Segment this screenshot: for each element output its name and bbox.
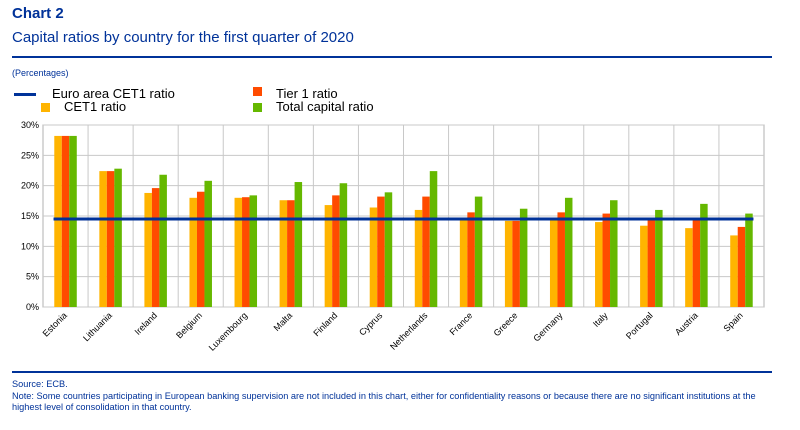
y-tick-label: 10% (21, 241, 39, 251)
bar (414, 209, 423, 307)
chart-label: Chart 2 (12, 5, 64, 22)
source-text: Source: ECB. (12, 379, 68, 389)
top-rule (12, 56, 772, 58)
bar (332, 195, 340, 307)
bar (99, 171, 107, 307)
bar (339, 183, 348, 307)
bar (655, 209, 663, 307)
bar (242, 197, 250, 307)
legend-label-total: Total capital ratio (276, 99, 374, 114)
bar (429, 171, 438, 307)
bar (512, 220, 520, 307)
bar (287, 200, 295, 307)
bar (204, 180, 212, 307)
x-tick-label: Belgium (174, 310, 204, 340)
bar (196, 191, 205, 307)
units-label: (Percentages) (12, 68, 69, 78)
bar (519, 208, 528, 307)
bar (54, 135, 62, 307)
bar (467, 212, 475, 307)
legend-label-cet1: CET1 ratio (64, 99, 127, 114)
legend-label-euro-area: Euro area CET1 ratio (52, 86, 175, 101)
x-tick-label: Austria (673, 310, 700, 337)
legend-label-tier1: Tier 1 ratio (276, 86, 338, 101)
legend-swatch-euro-area (14, 93, 36, 96)
bar (159, 174, 167, 307)
bar (730, 235, 738, 307)
bar (377, 196, 385, 307)
bar (459, 220, 468, 307)
bar (602, 213, 611, 307)
x-tick-label: Greece (492, 310, 520, 338)
x-tick-label: Finland (311, 310, 339, 338)
bar (745, 213, 753, 307)
x-tick-label: Spain (722, 310, 745, 333)
y-tick-label: 30% (21, 120, 39, 130)
bar (324, 205, 333, 307)
y-tick-label: 20% (21, 181, 39, 191)
bar (234, 197, 243, 307)
x-tick-label: France (448, 310, 475, 337)
bar (69, 135, 77, 307)
legend-swatch-tier1 (253, 87, 262, 96)
bottom-rule (12, 371, 772, 373)
bar (151, 188, 160, 307)
x-tick-label: Germany (531, 310, 565, 344)
bar (700, 203, 708, 307)
x-tick-label: Malta (272, 310, 295, 333)
bar (144, 192, 152, 307)
bar (504, 220, 513, 307)
bar (737, 226, 746, 307)
bar (647, 219, 656, 307)
x-tick-label: Cyprus (357, 310, 385, 338)
bar (640, 225, 648, 307)
bar (249, 195, 258, 307)
bar (106, 171, 115, 307)
y-tick-label: 5% (26, 272, 39, 282)
bar (610, 200, 618, 307)
bar (369, 207, 378, 307)
bar (114, 168, 122, 307)
y-tick-label: 25% (21, 150, 39, 160)
bar (595, 222, 603, 307)
bar (279, 200, 288, 307)
bar (549, 220, 558, 307)
footnote: Source: ECB. Note: Some countries partic… (12, 379, 782, 414)
legend-swatch-cet1 (41, 103, 50, 112)
bar (474, 196, 483, 307)
bar (422, 196, 430, 307)
bar (685, 228, 693, 307)
chart-title: Capital ratios by country for the first … (12, 29, 354, 46)
x-tick-label: Portugal (624, 310, 655, 341)
bar (61, 135, 70, 307)
y-tick-label: 0% (26, 302, 39, 312)
x-tick-label: Ireland (133, 310, 160, 337)
bar (189, 197, 197, 307)
bar (384, 192, 393, 307)
x-tick-label: Luxembourg (207, 310, 249, 352)
bar (294, 182, 303, 307)
bar (692, 220, 701, 307)
note-text: Note: Some countries participating in Eu… (12, 390, 756, 413)
x-tick-label: Estonia (41, 310, 69, 338)
bar (564, 197, 573, 307)
y-tick-label: 15% (21, 211, 39, 221)
x-tick-label: Italy (591, 310, 610, 329)
x-tick-label: Netherlands (388, 310, 430, 352)
x-tick-label: Lithuania (81, 310, 114, 343)
legend-swatch-total (253, 103, 262, 112)
bar (557, 212, 565, 307)
